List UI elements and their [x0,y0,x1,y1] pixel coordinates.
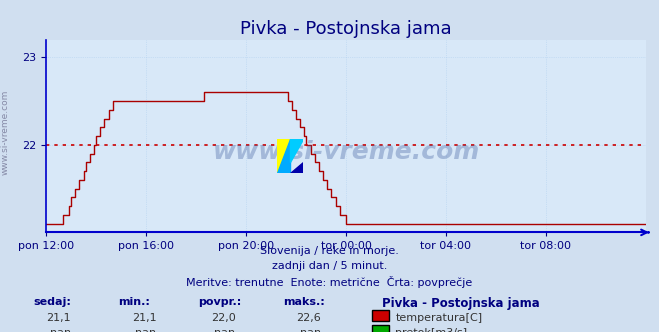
Polygon shape [290,162,303,173]
Title: Pivka - Postojnska jama: Pivka - Postojnska jama [240,20,452,38]
Text: -nan: -nan [211,328,236,332]
Polygon shape [277,139,290,173]
Text: Pivka - Postojnska jama: Pivka - Postojnska jama [382,297,540,310]
Text: 22,6: 22,6 [297,313,322,323]
FancyBboxPatch shape [372,310,389,321]
FancyBboxPatch shape [372,325,389,332]
Polygon shape [290,139,303,162]
Polygon shape [277,139,290,173]
Text: 22,0: 22,0 [211,313,236,323]
Text: Meritve: trenutne  Enote: metrične  Črta: povprečje: Meritve: trenutne Enote: metrične Črta: … [186,276,473,288]
Text: -nan: -nan [297,328,322,332]
Text: 21,1: 21,1 [46,313,71,323]
Text: temperatura[C]: temperatura[C] [395,313,482,323]
Text: 21,1: 21,1 [132,313,156,323]
Text: -nan: -nan [46,328,71,332]
Text: min.:: min.: [119,297,150,307]
Text: Slovenija / reke in morje.: Slovenija / reke in morje. [260,246,399,257]
Text: -nan: -nan [132,328,157,332]
Text: povpr.:: povpr.: [198,297,241,307]
Text: pretok[m3/s]: pretok[m3/s] [395,328,467,332]
Text: sedaj:: sedaj: [33,297,71,307]
Text: zadnji dan / 5 minut.: zadnji dan / 5 minut. [272,261,387,271]
Text: www.si-vreme.com: www.si-vreme.com [212,139,480,164]
Text: www.si-vreme.com: www.si-vreme.com [1,90,10,176]
Text: maks.:: maks.: [283,297,325,307]
